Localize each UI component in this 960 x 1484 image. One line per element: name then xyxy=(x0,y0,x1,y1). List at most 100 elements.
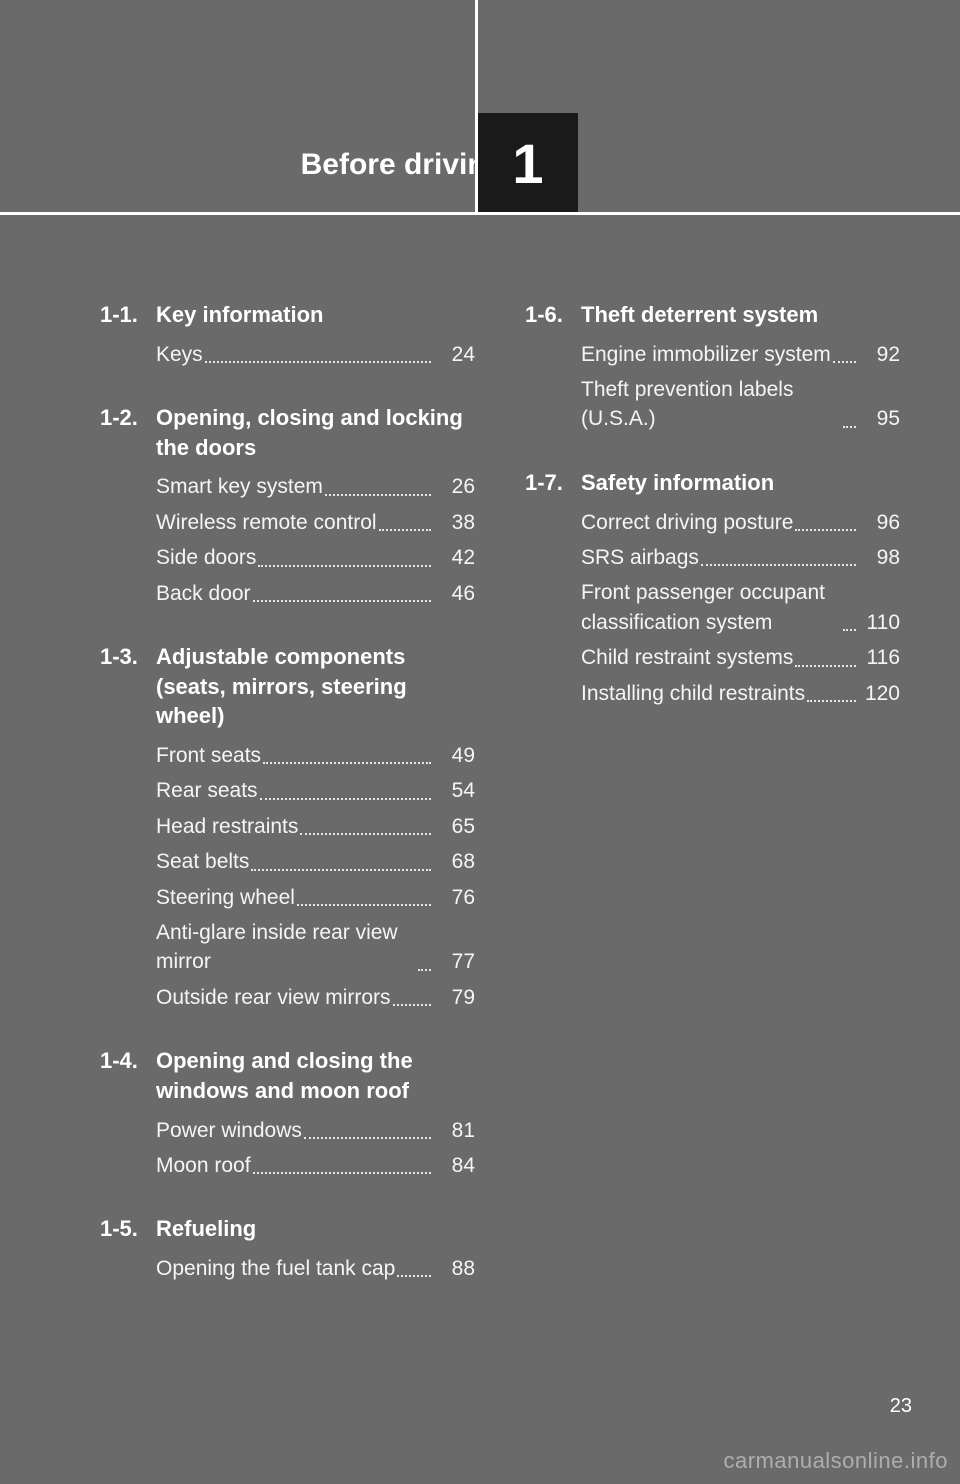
toc-item-page: 88 xyxy=(435,1254,475,1283)
toc-item-page: 46 xyxy=(435,579,475,608)
toc-leader-dots xyxy=(251,869,431,871)
toc-item-page: 77 xyxy=(435,947,475,976)
toc-section-heading: 1-5.Refueling xyxy=(100,1214,475,1244)
toc-item-page: 95 xyxy=(860,404,900,433)
toc-item-page: 92 xyxy=(860,340,900,369)
toc-leader-dots xyxy=(843,629,856,631)
toc-item-page: 54 xyxy=(435,776,475,805)
toc-items: Correct driving posture96 SRS airbags 98 Fr… xyxy=(525,508,900,708)
toc-leader-dots xyxy=(807,700,856,702)
chapter-number-box: 1 xyxy=(478,113,578,213)
toc-item-page: 81 xyxy=(435,1116,475,1145)
toc-items: Smart key system26Wireless remote contro… xyxy=(100,472,475,608)
toc-items: Power windows 81 Moon roof 84 xyxy=(100,1116,475,1181)
toc-section: 1-3.Adjustable components (seats, mirror… xyxy=(100,642,475,1012)
toc-item-page: 116 xyxy=(860,643,900,672)
toc-leader-dots xyxy=(325,494,431,496)
toc-item-label: Correct driving posture xyxy=(581,508,793,537)
toc-section-number: 1-2. xyxy=(100,403,156,462)
toc-item-label: Seat belts xyxy=(156,847,249,876)
toc-section-heading: 1-2.Opening, closing and locking the doo… xyxy=(100,403,475,462)
toc-section: 1-6.Theft deterrent system Engine immobil… xyxy=(525,300,900,434)
toc-item-label: Side doors xyxy=(156,543,256,572)
toc-item: Outside rear view mirrors79 xyxy=(156,983,475,1012)
toc-item-label: Theft prevention labels (U.S.A.) xyxy=(581,375,841,434)
toc-item: Wireless remote control 38 xyxy=(156,508,475,537)
toc-section-heading: 1-6.Theft deterrent system xyxy=(525,300,900,330)
toc-item: Opening the fuel tank cap 88 xyxy=(156,1254,475,1283)
toc-leader-dots xyxy=(397,1275,431,1277)
toc-item-label: Head restraints xyxy=(156,812,298,841)
toc-item: Back door 46 xyxy=(156,579,475,608)
toc-item: Steering wheel76 xyxy=(156,883,475,912)
toc-leader-dots xyxy=(379,529,431,531)
toc-leader-dots xyxy=(205,361,431,363)
toc-section-number: 1-5. xyxy=(100,1214,156,1244)
toc-item: Anti-glare inside rear view mirror77 xyxy=(156,918,475,977)
toc-item-label: SRS airbags xyxy=(581,543,699,572)
toc-leader-dots xyxy=(304,1137,431,1139)
toc-item: Moon roof 84 xyxy=(156,1151,475,1180)
toc-item-page: 38 xyxy=(435,508,475,537)
header-horizontal-rule xyxy=(0,212,960,215)
toc-leader-dots xyxy=(843,426,856,428)
toc-item: Rear seats 54 xyxy=(156,776,475,805)
toc-item-page: 26 xyxy=(435,472,475,501)
chapter-header: Before driving 1 xyxy=(0,140,960,212)
toc-section-title: Adjustable components (seats, mirrors, s… xyxy=(156,642,475,731)
toc-leader-dots xyxy=(260,798,431,800)
toc-leader-dots xyxy=(701,564,856,566)
toc-item: Side doors 42 xyxy=(156,543,475,572)
toc-section-heading: 1-7.Safety information xyxy=(525,468,900,498)
toc-item: Installing child restraints120 xyxy=(581,679,900,708)
toc-section: 1-5.Refueling Opening the fuel tank cap 88 xyxy=(100,1214,475,1283)
toc-item: Correct driving posture96 xyxy=(581,508,900,537)
toc-leader-dots xyxy=(253,1172,431,1174)
toc-section-title: Opening, closing and locking the doors xyxy=(156,403,475,462)
toc-leader-dots xyxy=(833,361,856,363)
toc-section-number: 1-1. xyxy=(100,300,156,330)
toc-section-title: Safety information xyxy=(581,468,900,498)
toc-item-label: Installing child restraints xyxy=(581,679,805,708)
toc-item: Power windows 81 xyxy=(156,1116,475,1145)
toc-section-title: Key information xyxy=(156,300,475,330)
toc-leader-dots xyxy=(253,600,431,602)
toc-item-label: Wireless remote control xyxy=(156,508,377,537)
toc-item-label: Front passenger occupant classification … xyxy=(581,578,841,637)
toc-item: Seat belts68 xyxy=(156,847,475,876)
toc-item-label: Rear seats xyxy=(156,776,258,805)
toc-item-label: Keys xyxy=(156,340,203,369)
chapter-number: 1 xyxy=(512,131,543,196)
toc-item-page: 79 xyxy=(435,983,475,1012)
toc-columns: 1-1.Key information Keys 24 1-2.Opening, cl… xyxy=(100,300,900,1317)
toc-items: Opening the fuel tank cap 88 xyxy=(100,1254,475,1283)
toc-leader-dots xyxy=(795,529,856,531)
toc-item-label: Steering wheel xyxy=(156,883,295,912)
toc-item-label: Power windows xyxy=(156,1116,302,1145)
toc-column-right: 1-6.Theft deterrent system Engine immobil… xyxy=(525,300,900,1317)
toc-items: Engine immobilizer system92 Theft prevent… xyxy=(525,340,900,434)
toc-item: Engine immobilizer system92 xyxy=(581,340,900,369)
toc-leader-dots xyxy=(393,1004,431,1006)
toc-item-page: 65 xyxy=(435,812,475,841)
toc-leader-dots xyxy=(795,665,856,667)
toc-section-heading: 1-1.Key information xyxy=(100,300,475,330)
toc-section-number: 1-6. xyxy=(525,300,581,330)
toc-leader-dots xyxy=(263,762,431,764)
toc-item-page: 98 xyxy=(860,543,900,572)
toc-section: 1-4.Opening and closing the windows and … xyxy=(100,1046,475,1180)
toc-item: Keys 24 xyxy=(156,340,475,369)
toc-section-heading: 1-4.Opening and closing the windows and … xyxy=(100,1046,475,1105)
toc-leader-dots xyxy=(297,904,431,906)
toc-section-number: 1-3. xyxy=(100,642,156,731)
toc-item-page: 42 xyxy=(435,543,475,572)
toc-item-page: 24 xyxy=(435,340,475,369)
toc-item-label: Moon roof xyxy=(156,1151,251,1180)
toc-section-title: Opening and closing the windows and moon… xyxy=(156,1046,475,1105)
toc-item-page: 84 xyxy=(435,1151,475,1180)
toc-item-label: Back door xyxy=(156,579,251,608)
toc-item-label: Opening the fuel tank cap xyxy=(156,1254,395,1283)
watermark: carmanualsonline.info xyxy=(723,1448,948,1474)
toc-item: Front seats49 xyxy=(156,741,475,770)
toc-item-label: Child restraint systems xyxy=(581,643,793,672)
